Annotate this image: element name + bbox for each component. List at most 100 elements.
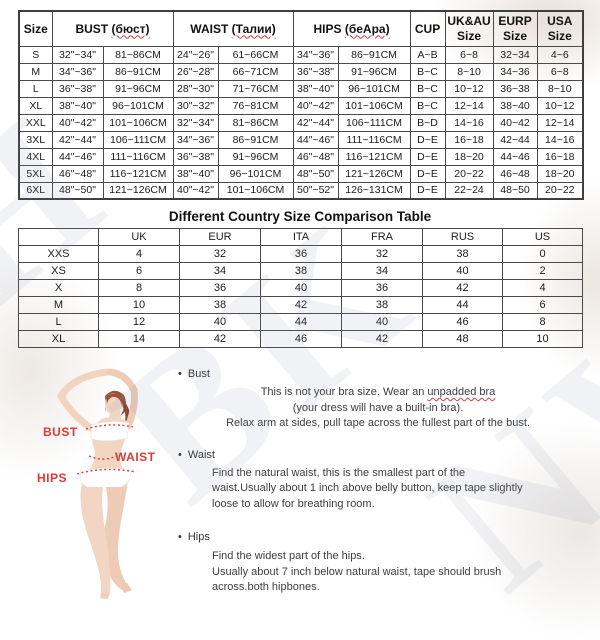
table-cell: B~C [409, 79, 446, 98]
col-header-eurp-size: EURP Size [492, 10, 538, 47]
waist-figure-label: WAIST [115, 450, 156, 464]
table-cell: 6 [502, 296, 583, 314]
table-cell: 38~40 [492, 96, 538, 115]
col-header-size: Size [18, 10, 53, 47]
col-header-bust-ru: (бюст) [111, 21, 150, 36]
table-cell: B~D [409, 113, 446, 132]
table-cell: 38 [341, 296, 423, 314]
table-cell: 2 [502, 262, 583, 280]
table-cell: 76~81CM [217, 96, 294, 115]
table-cell: 111~116CM [102, 147, 174, 166]
table-cell: 4 [502, 279, 583, 297]
table-cell: 36~38 [492, 79, 538, 98]
hips-figure-label: HIPS [37, 471, 68, 485]
col-header-uk: UK [98, 228, 180, 246]
table-cell: 48"~50" [292, 164, 339, 183]
table-row: 3XL 42"~44" 106~111CM 34"~36" 86~91CM 44"~46"… [18, 130, 584, 149]
table-cell: 42 [179, 330, 261, 348]
col-header-hips-en: HIPS [313, 21, 342, 36]
measuring-guide: • Bust This is not your bra size. Wear an… [178, 368, 578, 596]
table-cell: A~B [409, 45, 446, 64]
comparison-table-title: Different Country Size Comparison Table [168, 209, 432, 224]
table-cell: 46~48 [492, 164, 538, 183]
bust-measure-line [85, 424, 134, 430]
table-cell: 12~14 [536, 113, 584, 132]
waist-guide-label: Waist [187, 448, 215, 461]
table-row: XS 6 34 38 34 40 2 [18, 262, 583, 280]
table-cell: 40 [341, 313, 423, 331]
table-cell: 81~86CM [217, 113, 294, 132]
table-cell: 66~71CM [217, 62, 294, 81]
bust-guide-line-3: Relax arm at sides, pull tape across the… [226, 417, 530, 429]
table-cell: 81~86CM [102, 45, 174, 64]
table-cell: 101~106CM [217, 181, 294, 200]
table-cell: 44 [422, 296, 503, 314]
table-cell: X [18, 279, 99, 297]
table-cell: 38"~40" [172, 164, 219, 183]
table-cell: B~C [409, 62, 446, 81]
table-cell: 42"~44" [51, 130, 104, 149]
table-cell: 40 [422, 262, 503, 280]
table-cell: D~E [409, 164, 446, 183]
table-cell: 44"~46" [292, 130, 339, 149]
col-header-eur: EUR [179, 228, 261, 246]
table-cell: 4XL [18, 147, 53, 166]
table-cell: 46 [260, 330, 342, 348]
col-header-usa-size: USA Size [536, 10, 584, 47]
col-header-bust: BUST (бюст) [51, 10, 174, 47]
right-foot [121, 583, 132, 593]
table-row: M 10 38 42 38 44 6 [18, 296, 583, 314]
bust-guide-line-2: (your dress will have a built-in bra). [292, 401, 464, 414]
table-cell: 24"~26" [172, 45, 219, 64]
table-cell: L [18, 79, 53, 98]
bust-line1-marked-text: unpadded bra [427, 386, 496, 398]
table-cell: 16~18 [536, 147, 584, 166]
table-cell: 38 [422, 245, 503, 263]
waist-guide-line-2: waist.Usually about 1 inch above belly b… [212, 482, 523, 494]
table-row: XL 14 42 46 42 48 10 [18, 330, 583, 348]
table-cell: 26"~28" [172, 62, 219, 81]
table-cell: 34 [341, 262, 423, 280]
hips-guide-title: • Hips [178, 531, 578, 543]
waist-guide-title: • Waist [178, 449, 578, 461]
table-cell: 14~16 [536, 130, 584, 149]
table-cell: 36"~38" [292, 62, 339, 81]
table-cell: 34"~36" [172, 130, 219, 149]
table-cell: 12~14 [444, 96, 494, 115]
table-cell: 40~42 [492, 113, 538, 132]
table-cell: 48"~50" [51, 181, 104, 200]
left-arm [56, 368, 111, 434]
table-cell: 30"~32" [172, 96, 219, 115]
col-header-waist: WAIST (Талии) [172, 10, 294, 47]
table-cell: 96~101CM [217, 164, 294, 183]
table-cell: 36"~38" [172, 147, 219, 166]
col-header-hips: HIPS (беАра) [292, 10, 411, 47]
hips-guide-section: • Hips Find the widest part of the hips. … [178, 531, 578, 596]
table-cell: 40"~42" [172, 181, 219, 200]
table-row: 5XL 46"~48" 116~121CM 38"~40" 96~101CM 48"~50… [18, 164, 584, 183]
table-cell: 28"~30" [172, 79, 219, 98]
table-cell: 10~12 [536, 96, 584, 115]
bust-guide-line-1: This is not your bra size. Wear an unpad… [178, 385, 578, 401]
table-cell: 46"~48" [292, 147, 339, 166]
col-header-blank [18, 228, 99, 246]
table-cell: 44 [260, 313, 342, 331]
waist-guide-section: • Waist Find the natural waist, this is t… [178, 449, 578, 513]
hips-guide-line-2: Usually about 7 inch below natural waist… [212, 565, 502, 578]
table-row: XXL 40"~42" 101~106CM 32"~34" 81~86CM 42"~44"… [18, 113, 584, 132]
table-cell: 44~46 [492, 147, 538, 166]
table-cell: 0 [502, 245, 583, 263]
table-cell: 32~34 [492, 45, 538, 64]
table-row: 6XL 48"~50" 121~126CM 40"~42" 101~106CM 50"~5… [18, 181, 584, 200]
table-cell: L [18, 313, 99, 331]
table-cell: 91~96CM [102, 79, 174, 98]
size-chart-table: Size BUST (бюст) WAIST (Талии) HIPS (беА… [18, 10, 585, 200]
table-cell: 86~91CM [337, 45, 411, 64]
table-cell: 116~121CM [337, 147, 411, 166]
table-cell: 42 [422, 279, 503, 297]
table-cell: M [18, 296, 99, 314]
table-cell: 106~111CM [102, 130, 174, 149]
table-cell: 126~131CM [337, 181, 411, 200]
table-cell: 12 [98, 313, 180, 331]
table-cell: 42"~44" [292, 113, 339, 132]
